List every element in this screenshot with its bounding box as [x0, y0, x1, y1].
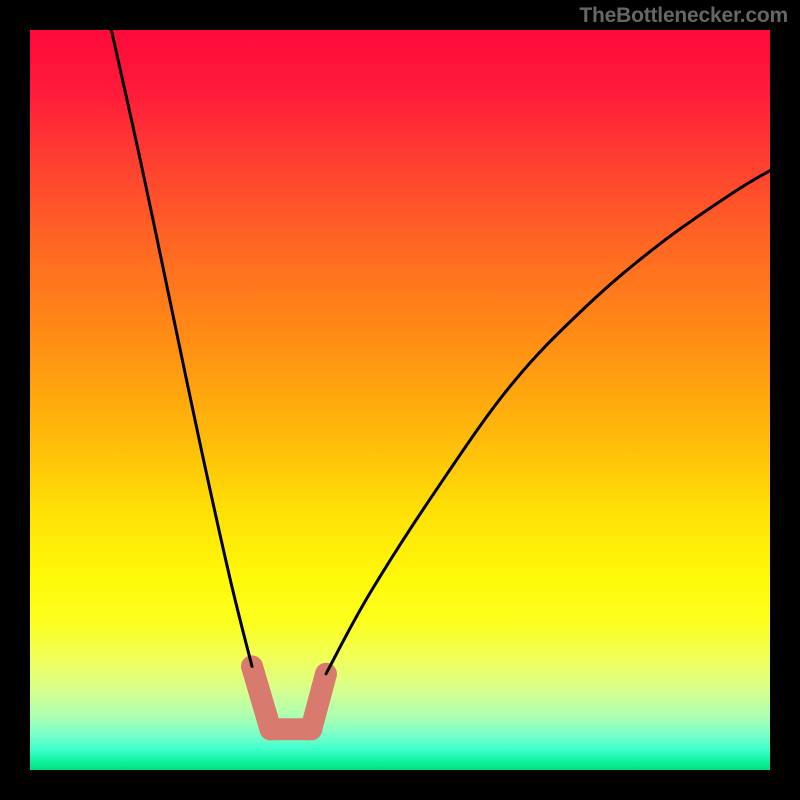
watermark-text: TheBottlenecker.com	[579, 4, 788, 28]
bottleneck-curve-plot	[0, 0, 800, 800]
chart-container: TheBottlenecker.com	[0, 0, 800, 800]
gradient-background	[30, 30, 770, 770]
